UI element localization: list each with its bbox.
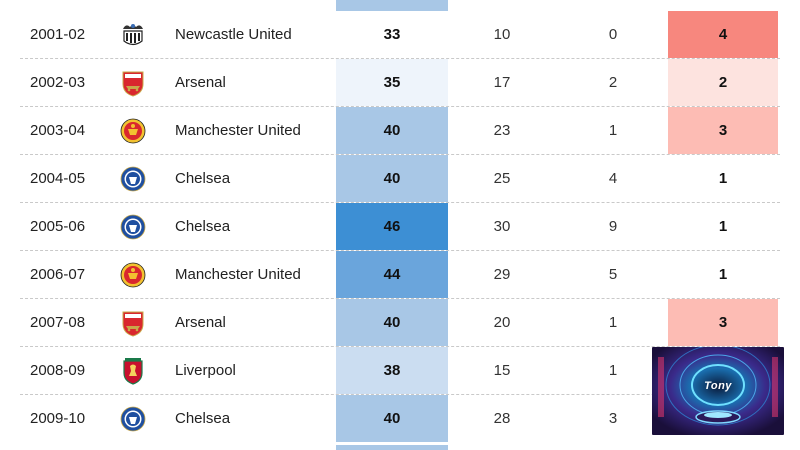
tunnel-thumbnail-image[interactable]: Tony bbox=[652, 347, 784, 435]
position-cell: 1 bbox=[668, 155, 778, 202]
table-row: 2003-04 Manchester United 40 23 1 3 bbox=[20, 107, 780, 155]
season-cell: 2001-02 bbox=[30, 26, 86, 43]
draws-cell: 9 bbox=[608, 218, 618, 235]
draws-cell: 4 bbox=[608, 170, 618, 187]
points-column-strip bbox=[336, 0, 448, 11]
club-name: Manchester United bbox=[175, 266, 301, 283]
chelsea-crest-icon bbox=[120, 213, 146, 241]
wins-cell: 20 bbox=[493, 314, 511, 331]
draws-cell: 1 bbox=[608, 314, 618, 331]
premier-league-stats-table: 2001-02 Newcastle United 33 10 0 4 2002-… bbox=[20, 0, 780, 450]
wins-cell: 10 bbox=[493, 26, 511, 43]
position-cell: 4 bbox=[668, 11, 778, 58]
season-cell: 2007-08 bbox=[30, 314, 86, 331]
season-cell: 2009-10 bbox=[30, 410, 86, 427]
season-cell: 2004-05 bbox=[30, 170, 86, 187]
wins-cell: 17 bbox=[493, 74, 511, 91]
position-cell: 1 bbox=[668, 251, 778, 298]
wins-cell: 29 bbox=[493, 266, 511, 283]
table-row: 2004-05 Chelsea 40 25 4 1 bbox=[20, 155, 780, 203]
club-name: Newcastle United bbox=[175, 26, 292, 43]
season-cell: 2006-07 bbox=[30, 266, 86, 283]
table-row: 2005-06 Chelsea 46 30 9 1 bbox=[20, 203, 780, 251]
draws-cell: 1 bbox=[608, 122, 618, 139]
draws-cell: 2 bbox=[608, 74, 618, 91]
points-cell: 33 bbox=[336, 11, 448, 58]
draws-cell: 1 bbox=[608, 362, 618, 379]
position-cell: 3 bbox=[668, 299, 778, 346]
thumbnail-label: Tony bbox=[704, 380, 732, 392]
points-cell: 40 bbox=[336, 107, 448, 154]
points-cell: 40 bbox=[336, 395, 448, 442]
season-cell: 2003-04 bbox=[30, 122, 86, 139]
club-name: Arsenal bbox=[175, 314, 226, 331]
newcastle-crest-icon bbox=[120, 21, 146, 49]
draws-cell: 0 bbox=[608, 26, 618, 43]
arsenal-crest-icon bbox=[120, 309, 146, 337]
points-cell: 40 bbox=[336, 155, 448, 202]
liverpool-crest-icon bbox=[120, 357, 146, 385]
chelsea-crest-icon bbox=[120, 405, 146, 433]
points-cell: 44 bbox=[336, 251, 448, 298]
club-name: Liverpool bbox=[175, 362, 236, 379]
draws-cell: 3 bbox=[608, 410, 618, 427]
points-cell: 38 bbox=[336, 347, 448, 394]
table-row: 2007-08 Arsenal 40 20 1 3 bbox=[20, 299, 780, 347]
position-cell: 3 bbox=[668, 107, 778, 154]
table-row: 2002-03 Arsenal 35 17 2 2 bbox=[20, 59, 780, 107]
club-name: Chelsea bbox=[175, 170, 231, 187]
points-cell: 40 bbox=[336, 299, 448, 346]
draws-cell: 5 bbox=[608, 266, 618, 283]
points-column-strip bbox=[336, 445, 448, 450]
table-row: 2001-02 Newcastle United 33 10 0 4 bbox=[20, 11, 780, 59]
club-name: Chelsea bbox=[175, 218, 231, 235]
season-cell: 2005-06 bbox=[30, 218, 86, 235]
points-cell: 35 bbox=[336, 59, 448, 106]
club-name: Chelsea bbox=[175, 410, 231, 427]
wins-cell: 15 bbox=[493, 362, 511, 379]
wins-cell: 30 bbox=[493, 218, 511, 235]
season-cell: 2002-03 bbox=[30, 74, 86, 91]
wins-cell: 23 bbox=[493, 122, 511, 139]
manchester-united-crest-icon bbox=[120, 261, 146, 289]
club-name: Manchester United bbox=[175, 122, 301, 139]
season-cell: 2008-09 bbox=[30, 362, 86, 379]
position-cell: 1 bbox=[668, 203, 778, 250]
wins-cell: 28 bbox=[493, 410, 511, 427]
club-name: Arsenal bbox=[175, 74, 226, 91]
points-cell: 46 bbox=[336, 203, 448, 250]
manchester-united-crest-icon bbox=[120, 117, 146, 145]
chelsea-crest-icon bbox=[120, 165, 146, 193]
table-row: 2006-07 Manchester United 44 29 5 1 bbox=[20, 251, 780, 299]
arsenal-crest-icon bbox=[120, 69, 146, 97]
wins-cell: 25 bbox=[493, 170, 511, 187]
position-cell: 2 bbox=[668, 59, 778, 106]
